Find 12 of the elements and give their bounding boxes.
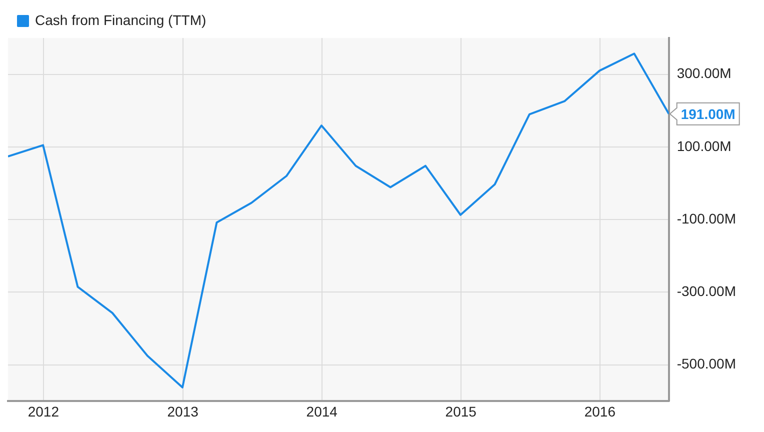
y-tick-label: 100.00M: [676, 138, 732, 154]
x-tick-label: 2016: [584, 403, 616, 420]
y-tick-label: -500.00M: [676, 356, 736, 372]
x-tick-label: 2012: [28, 403, 60, 420]
x-tick-label: 2013: [167, 403, 199, 420]
legend-label: Cash from Financing (TTM): [35, 12, 206, 28]
x-tick-label: 2014: [306, 403, 338, 420]
y-tick-label: -300.00M: [676, 283, 736, 300]
x-tick-label: 2015: [445, 403, 477, 420]
annotation: 191.00M: [680, 106, 736, 122]
y-tick-label: 300.00M: [676, 65, 732, 82]
y-tick-label: -100.00M: [676, 210, 736, 226]
